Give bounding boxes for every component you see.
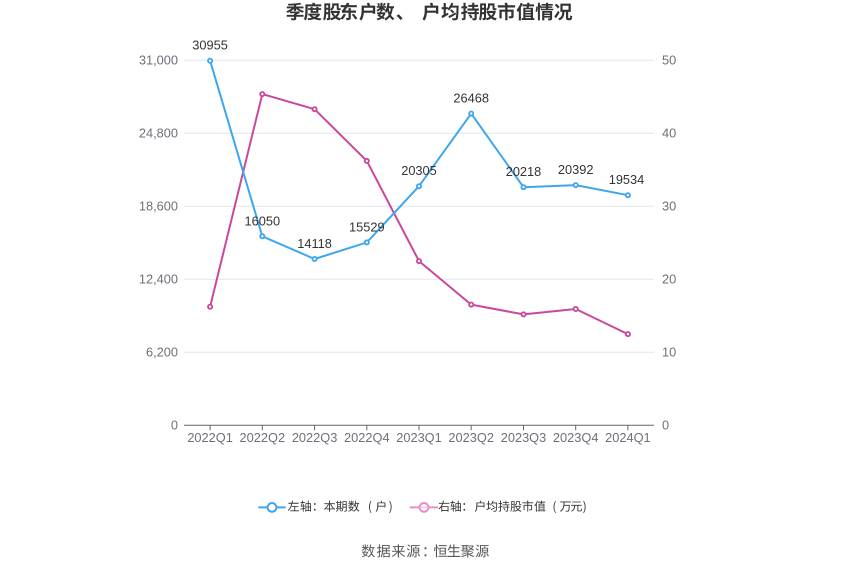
svg-text:12,400: 12,400 [139,272,178,287]
svg-text:15529: 15529 [349,219,385,234]
svg-text:20392: 20392 [558,162,594,177]
svg-text:2023Q1: 2023Q1 [396,430,442,445]
svg-text:30955: 30955 [192,38,228,53]
svg-text:2023Q3: 2023Q3 [501,430,547,445]
svg-text:0: 0 [171,418,178,433]
svg-text:40: 40 [662,126,676,141]
svg-text:10: 10 [662,345,676,360]
svg-text:2022Q1: 2022Q1 [187,430,233,445]
svg-text:20305: 20305 [401,163,437,178]
svg-text:2024Q1: 2024Q1 [605,430,651,445]
svg-text:0: 0 [662,418,669,433]
svg-text:2022Q4: 2022Q4 [344,430,390,445]
svg-text:2023Q2: 2023Q2 [448,430,494,445]
svg-text:19534: 19534 [609,172,645,187]
svg-text:31,000: 31,000 [139,53,178,68]
svg-text:2023Q4: 2023Q4 [553,430,599,445]
svg-text:20218: 20218 [506,164,542,179]
svg-text:2022Q2: 2022Q2 [240,430,286,445]
svg-text:6,200: 6,200 [146,345,178,360]
svg-text:14118: 14118 [297,236,332,251]
svg-text:26468: 26468 [453,91,489,106]
svg-text:24,800: 24,800 [139,126,178,141]
svg-text:16050: 16050 [245,213,281,228]
svg-text:20: 20 [662,272,676,287]
svg-text:30: 30 [662,199,676,214]
svg-text:18,600: 18,600 [139,199,178,214]
svg-text:50: 50 [662,53,676,68]
svg-text:2022Q3: 2022Q3 [292,430,338,445]
